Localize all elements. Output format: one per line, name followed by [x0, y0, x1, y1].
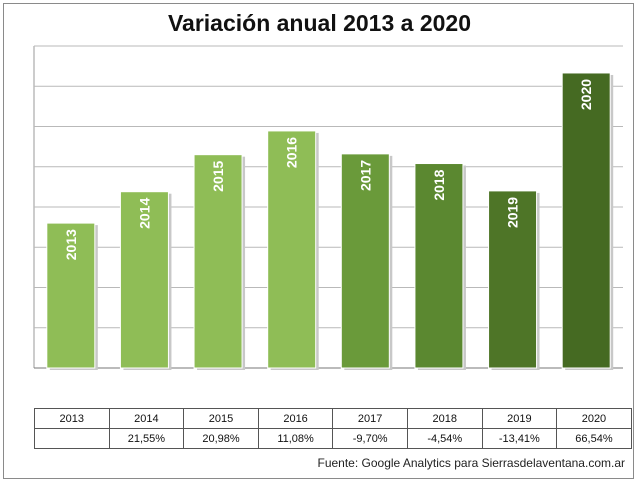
table-cell-variation: 11,08%: [257, 428, 334, 449]
table-row-variation: 21,55% 20,98% 11,08% -9,70% -4,54% -13,41% 66,…: [34, 428, 632, 449]
table-cell-variation: -13,41%: [481, 428, 558, 449]
table-cell-variation: [34, 428, 110, 449]
bar-2013: [46, 222, 96, 369]
table-cell-year: 2018: [406, 408, 483, 429]
table-cell-year: 2014: [108, 408, 185, 429]
table-row-years: 2013 2014 2015 2016 2017 2018 2019 2020: [34, 408, 632, 429]
bar-2020: [561, 72, 611, 369]
bar-2016: [267, 130, 317, 369]
bar-2018: [414, 163, 464, 369]
table-cell-year: 2013: [34, 408, 110, 429]
data-table: 2013 2014 2015 2016 2017 2018 2019 2020 21,55% 2…: [34, 408, 632, 449]
bar-2014: [119, 191, 169, 369]
chart-title: Variación anual 2013 a 2020: [167, 10, 472, 36]
bar-2017: [340, 153, 390, 369]
bar-label-2013: 2013: [63, 229, 79, 260]
table-cell-variation: 66,54%: [556, 428, 632, 449]
bar-2019: [488, 190, 538, 369]
bar-label-2020: 2020: [578, 79, 594, 110]
table-cell-year: 2017: [332, 408, 408, 429]
table-cell-variation: 20,98%: [183, 428, 259, 449]
table-cell-variation: -9,70%: [332, 428, 408, 449]
bar-label-2019: 2019: [505, 197, 521, 228]
bar-label-2015: 2015: [210, 160, 226, 191]
bar-2015: [193, 154, 243, 369]
bar-label-2014: 2014: [136, 198, 152, 229]
table-cell-year: 2016: [257, 408, 334, 429]
table-cell-year: 2015: [183, 408, 259, 429]
table-cell-variation: -4,54%: [406, 428, 483, 449]
bar-label-2017: 2017: [357, 160, 373, 191]
bar-label-2018: 2018: [431, 169, 447, 200]
source-note: Fuente: Google Analytics para Sierrasdel…: [317, 456, 625, 470]
plot-area: 2013 2014 2015 2016 2017 2018 2019 2020: [33, 45, 623, 370]
bar-label-2016: 2016: [284, 137, 300, 168]
table-cell-year: 2020: [556, 408, 632, 429]
table-cell-variation: 21,55%: [108, 428, 185, 449]
table-cell-year: 2019: [481, 408, 558, 429]
